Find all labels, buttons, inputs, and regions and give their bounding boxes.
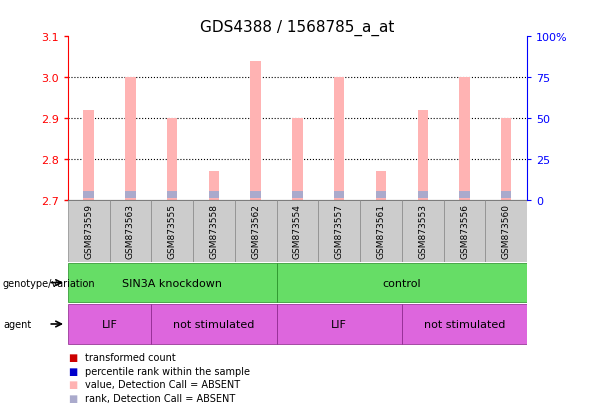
Bar — [84, 111, 94, 200]
Bar — [444, 200, 485, 262]
Bar — [402, 304, 527, 344]
Text: SIN3A knockdown: SIN3A knockdown — [122, 278, 222, 288]
Text: GSM873556: GSM873556 — [460, 204, 469, 259]
Text: genotype/variation: genotype/variation — [3, 278, 95, 288]
Text: agent: agent — [3, 319, 31, 329]
Text: transformed count: transformed count — [85, 352, 176, 362]
Bar — [250, 62, 261, 200]
Text: GSM873563: GSM873563 — [126, 204, 135, 259]
Bar — [167, 191, 177, 199]
Title: GDS4388 / 1568785_a_at: GDS4388 / 1568785_a_at — [200, 20, 395, 36]
Bar — [151, 200, 193, 262]
Bar — [501, 191, 511, 199]
Text: not stimulated: not stimulated — [173, 319, 254, 329]
Bar — [209, 172, 219, 200]
Text: GSM873555: GSM873555 — [168, 204, 177, 259]
Bar — [292, 119, 303, 200]
Bar — [110, 200, 151, 262]
Bar — [459, 191, 470, 199]
Bar — [84, 191, 94, 199]
Bar — [501, 119, 511, 200]
Bar — [418, 191, 428, 199]
Bar — [277, 263, 527, 303]
Text: ■: ■ — [68, 380, 77, 389]
Bar — [402, 200, 444, 262]
Bar — [209, 191, 219, 199]
Text: not stimulated: not stimulated — [424, 319, 505, 329]
Text: GSM873561: GSM873561 — [376, 204, 385, 259]
Text: LIF: LIF — [101, 319, 117, 329]
Text: GSM873560: GSM873560 — [502, 204, 511, 259]
Text: ■: ■ — [68, 352, 77, 362]
Bar — [125, 78, 135, 200]
Bar — [334, 78, 345, 200]
Text: GSM873558: GSM873558 — [210, 204, 219, 259]
Bar — [459, 78, 470, 200]
Bar — [376, 191, 386, 199]
Bar — [376, 172, 386, 200]
Bar — [151, 304, 277, 344]
Bar — [68, 263, 277, 303]
Bar — [250, 191, 261, 199]
Bar — [235, 200, 277, 262]
Bar — [68, 304, 151, 344]
Text: GSM873554: GSM873554 — [293, 204, 302, 259]
Text: control: control — [382, 278, 421, 288]
Bar — [68, 200, 110, 262]
Bar — [125, 191, 135, 199]
Text: value, Detection Call = ABSENT: value, Detection Call = ABSENT — [85, 380, 240, 389]
Text: GSM873553: GSM873553 — [418, 204, 427, 259]
Bar — [277, 200, 318, 262]
Text: percentile rank within the sample: percentile rank within the sample — [85, 366, 250, 376]
Bar — [292, 191, 303, 199]
Bar — [318, 200, 360, 262]
Text: rank, Detection Call = ABSENT: rank, Detection Call = ABSENT — [85, 393, 236, 403]
Bar — [193, 200, 235, 262]
Text: GSM873559: GSM873559 — [84, 204, 93, 259]
Text: LIF: LIF — [331, 319, 347, 329]
Text: ■: ■ — [68, 393, 77, 403]
Text: GSM873557: GSM873557 — [335, 204, 344, 259]
Bar — [277, 304, 402, 344]
Text: GSM873562: GSM873562 — [251, 204, 260, 259]
Text: ■: ■ — [68, 366, 77, 376]
Bar — [334, 191, 345, 199]
Bar — [167, 119, 177, 200]
Bar — [360, 200, 402, 262]
Bar — [418, 111, 428, 200]
Bar — [485, 200, 527, 262]
